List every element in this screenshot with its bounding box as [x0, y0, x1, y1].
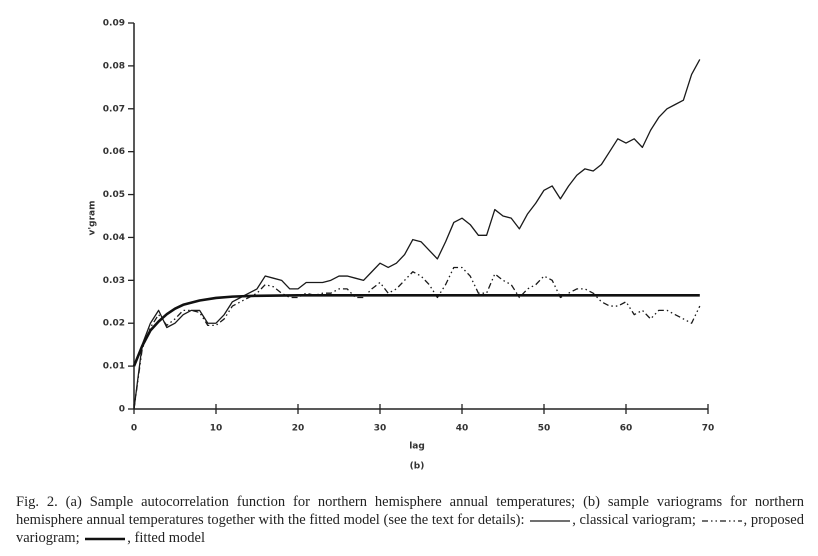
legend-swatch — [701, 520, 742, 522]
series-line — [132, 294, 700, 367]
y-tick-label: 0.03 — [103, 276, 125, 286]
x-tick-label: 60 — [620, 424, 633, 434]
x-tick-label: 20 — [292, 424, 305, 434]
x-tick-label: 40 — [456, 424, 469, 434]
caption: Fig. 2. (a) Sample autocorrelation funct… — [16, 493, 804, 547]
x-axis-label: lag — [409, 442, 425, 452]
y-tick-label: 0.09 — [103, 19, 125, 29]
caption-text: , classical variogram; — [572, 512, 700, 528]
subtitle: (b) — [410, 462, 425, 472]
y-tick-label: 0.02 — [103, 319, 125, 329]
legend-swatch — [530, 520, 571, 522]
y-tick-label: 0.08 — [103, 61, 125, 71]
chart: 0 0.01 0.02 0.03 0.04 0.05 0.06 0.07 0.08 0.09 0 10… — [88, 19, 715, 472]
caption-text: , fitted model — [127, 530, 205, 546]
series-line — [133, 266, 701, 410]
legend-swatch — [85, 537, 126, 540]
y-tick-label: 0 — [119, 405, 125, 415]
caption-text: Fig. 2. (a) Sample autocorrelation funct… — [16, 494, 804, 528]
y-axis-label: v'gram — [88, 201, 98, 236]
x-tick-label: 50 — [538, 424, 551, 434]
series-line — [133, 59, 701, 410]
caption-text: , proposed variogram; — [16, 512, 804, 546]
x-tick-label: 10 — [210, 424, 223, 434]
x-tick-label: 0 — [131, 424, 137, 434]
y-tick-label: 0.07 — [103, 104, 125, 114]
x-tick-label: 30 — [374, 424, 387, 434]
x-tick-label: 70 — [702, 424, 715, 434]
y-tick-label: 0.01 — [103, 362, 125, 372]
y-tick-label: 0.04 — [103, 233, 125, 243]
y-tick-label: 0.06 — [103, 147, 125, 157]
y-tick-label: 0.05 — [103, 190, 125, 200]
